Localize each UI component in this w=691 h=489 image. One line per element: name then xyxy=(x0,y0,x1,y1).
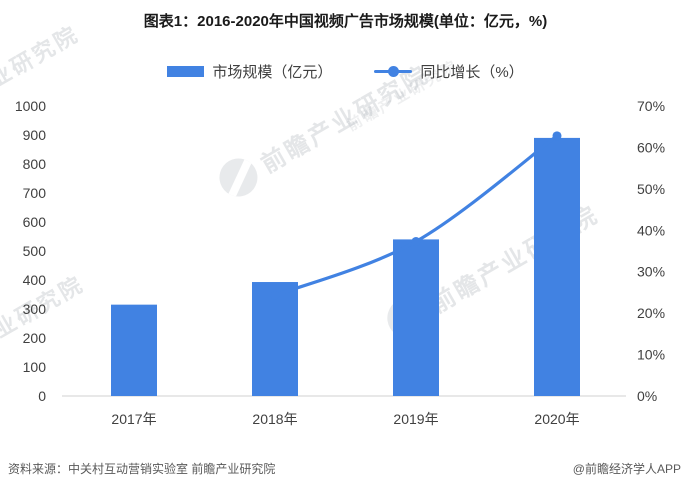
left-axis-tick-label: 600 xyxy=(23,214,47,230)
credit-note: @前瞻经济学人APP xyxy=(572,462,681,476)
growth-line-marker xyxy=(270,290,280,300)
left-axis-tick-label: 800 xyxy=(23,156,47,172)
left-axis-tick-label: 700 xyxy=(23,185,47,201)
growth-line-marker xyxy=(411,236,421,246)
right-axis-tick-label: 0% xyxy=(637,388,657,404)
left-axis-tick-label: 900 xyxy=(23,127,47,143)
legend-item-market-size: 市场规模（亿元） xyxy=(167,61,332,82)
left-axis-tick-label: 1000 xyxy=(15,98,46,114)
line-series-swatch-icon xyxy=(374,65,413,77)
left-axis-tick-label: 0 xyxy=(38,388,46,404)
line-swatch-dot xyxy=(388,65,400,77)
right-axis-tick-label: 30% xyxy=(637,264,665,280)
left-axis-tick-label: 200 xyxy=(23,330,47,346)
bar-2019年 xyxy=(393,239,439,396)
right-axis-tick-label: 70% xyxy=(637,98,665,114)
bar-2017年 xyxy=(111,304,157,396)
growth-line-marker xyxy=(552,131,562,141)
bar-2018年 xyxy=(252,282,298,396)
right-axis-tick-label: 50% xyxy=(637,181,665,197)
x-axis-label: 2020年 xyxy=(534,411,579,427)
left-axis-tick-label: 100 xyxy=(23,359,47,375)
right-axis-tick-label: 60% xyxy=(637,139,665,155)
bar-series-swatch-icon xyxy=(167,65,205,77)
legend-item-yoy-growth: 同比增长（%） xyxy=(374,61,524,82)
chart-title: 图表1：2016-2020年中国视频广告市场规模(单位：亿元，%) xyxy=(143,13,548,30)
x-axis-label: 2017年 xyxy=(111,411,156,427)
left-axis-tick-label: 500 xyxy=(23,243,47,259)
left-axis-tick-label: 300 xyxy=(23,301,47,317)
legend-label: 同比增长（%） xyxy=(420,63,524,81)
left-axis-tick-label: 400 xyxy=(23,272,47,288)
chart-footer: 资料来源：中关村互动营销实验室 前瞻产业研究院 @前瞻经济学人APP xyxy=(0,460,691,477)
right-axis-tick-label: 20% xyxy=(637,305,665,321)
legend-label: 市场规模（亿元） xyxy=(212,63,333,81)
right-axis-tick-label: 40% xyxy=(637,222,665,238)
chart-legend: 市场规模（亿元） 同比增长（%） xyxy=(0,61,691,81)
source-note: 资料来源：中关村互动营销实验室 前瞻产业研究院 xyxy=(8,462,276,476)
x-axis-label: 2019年 xyxy=(393,411,438,427)
x-axis-label: 2018年 xyxy=(252,411,297,427)
bar-2020年 xyxy=(534,137,580,396)
right-axis-tick-label: 10% xyxy=(637,347,665,363)
